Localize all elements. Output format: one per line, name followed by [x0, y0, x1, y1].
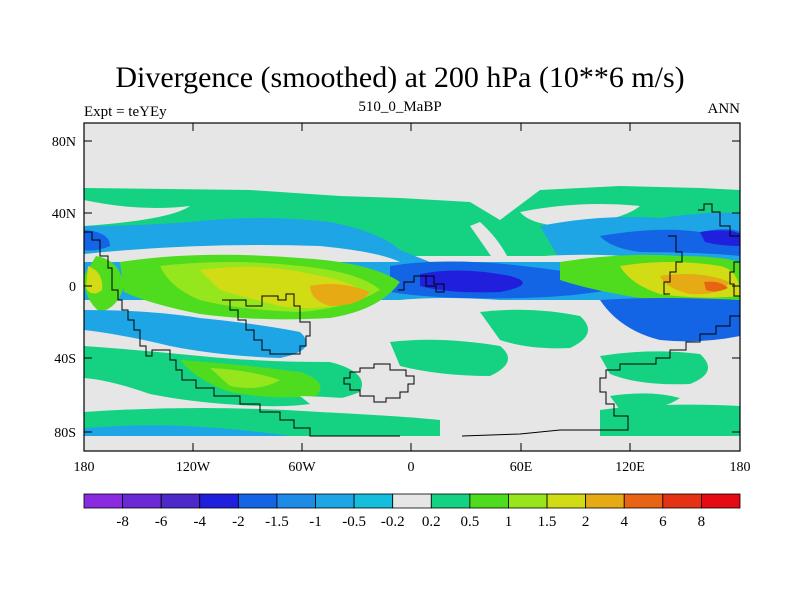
- x-tick-label: 120W: [176, 460, 211, 475]
- y-tick-label: 0: [69, 280, 76, 295]
- colorbar-label: 1.5: [538, 514, 557, 530]
- colorbar-swatch: [547, 494, 586, 508]
- colorbar-label: -0.2: [381, 514, 405, 530]
- contour-region: [84, 436, 740, 451]
- colorbar-swatch: [238, 494, 277, 508]
- y-tick-label: 80N: [52, 135, 76, 150]
- x-tick-label: 60W: [288, 460, 316, 475]
- contour-field: [84, 123, 740, 451]
- colorbar-swatch: [123, 494, 162, 508]
- colorbar-label: 4: [620, 514, 628, 530]
- x-tick-label: 180: [730, 460, 751, 475]
- map-figure: 80N 40N 0 40S 80S 180 120W 60W 0 60E 120E 180 -8 -6…: [0, 0, 800, 600]
- colorbar-label: 0.2: [422, 514, 441, 530]
- colorbar-label: -4: [194, 514, 207, 530]
- y-tick-label: 40S: [54, 352, 76, 367]
- colorbar-swatch: [84, 494, 123, 508]
- colorbar-label: 6: [659, 514, 667, 530]
- x-tick-label: 120E: [615, 460, 645, 475]
- colorbar-swatch: [624, 494, 663, 508]
- x-tick-label: 0: [408, 460, 415, 475]
- colorbar-swatch: [701, 494, 740, 508]
- colorbar-swatch: [200, 494, 239, 508]
- colorbar-label: 8: [698, 514, 706, 530]
- colorbar-label: -8: [116, 514, 129, 530]
- colorbar-swatch: [316, 494, 355, 508]
- colorbar-label: 0.5: [461, 514, 480, 530]
- colorbar-swatch: [508, 494, 547, 508]
- x-tick-label: 60E: [510, 460, 533, 475]
- colorbar-label: -1.5: [265, 514, 289, 530]
- colorbar-swatch: [354, 494, 393, 508]
- x-tick-label: 180: [74, 460, 95, 475]
- colorbar-label: -1: [309, 514, 322, 530]
- colorbar: -8 -6 -4 -2 -1.5 -1 -0.5 -0.2 0.2 0.5 1 1.5 2 4 6 8: [84, 494, 740, 530]
- colorbar-label: -2: [232, 514, 245, 530]
- colorbar-label: -0.5: [342, 514, 366, 530]
- colorbar-swatch: [393, 494, 432, 508]
- colorbar-swatch: [470, 494, 509, 508]
- colorbar-label: 1: [505, 514, 513, 530]
- colorbar-label: -6: [155, 514, 168, 530]
- colorbar-swatch: [277, 494, 316, 508]
- colorbar-swatch: [586, 494, 625, 508]
- colorbar-swatch: [431, 494, 470, 508]
- colorbar-swatch: [161, 494, 200, 508]
- colorbar-swatch: [663, 494, 702, 508]
- y-tick-label: 40N: [52, 207, 76, 222]
- colorbar-label: 2: [582, 514, 590, 530]
- y-tick-label: 80S: [54, 426, 76, 441]
